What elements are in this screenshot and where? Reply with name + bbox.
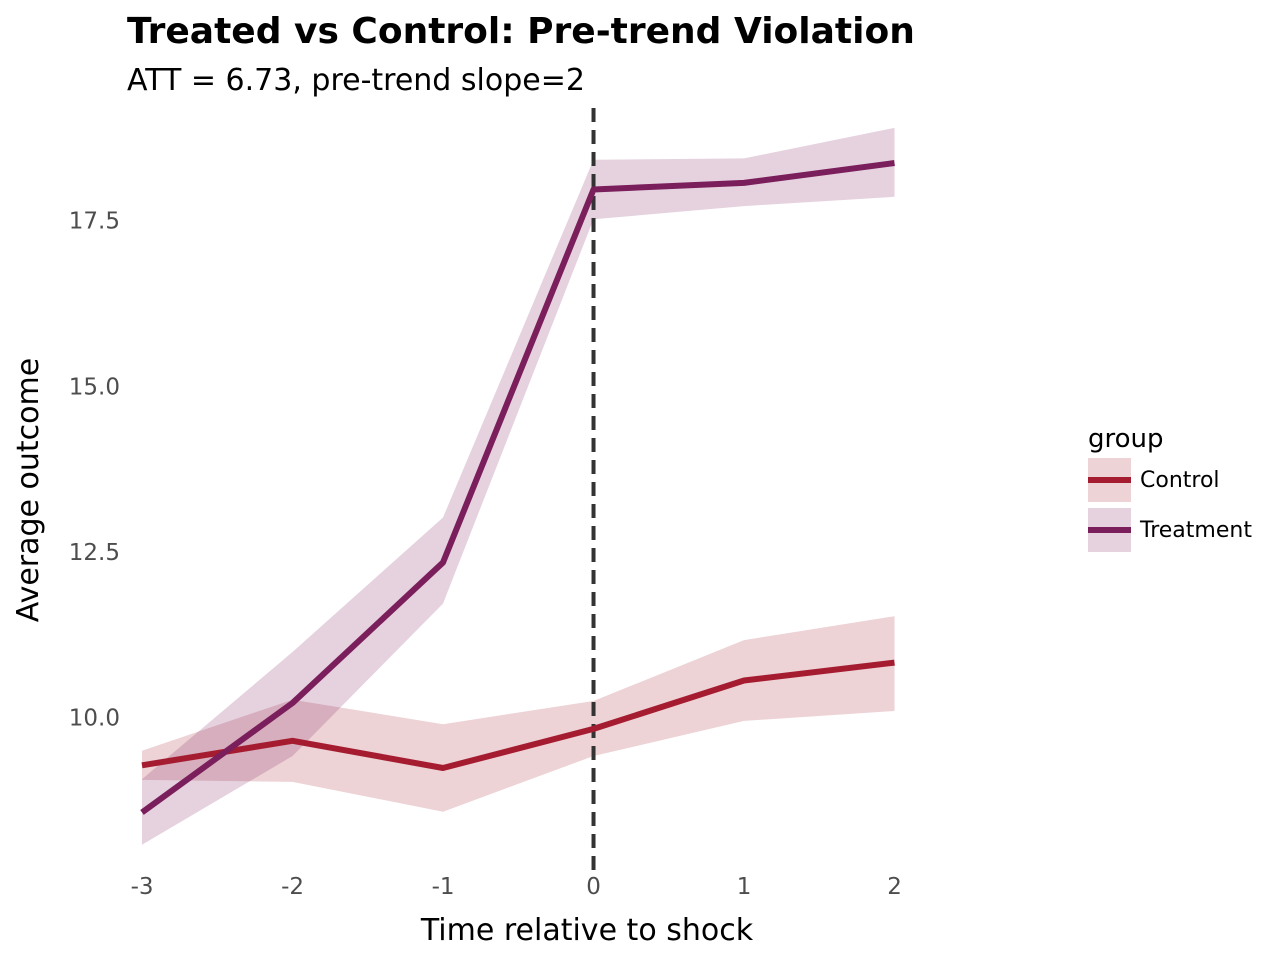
plot-area <box>140 108 895 870</box>
x-tick-label: 2 <box>887 874 902 900</box>
y-axis-title: Average outcome <box>11 358 46 622</box>
chart-title: Treated vs Control: Pre-trend Violation <box>127 11 915 52</box>
x-tick-label: 0 <box>586 874 601 900</box>
x-tick-label: -3 <box>131 874 154 900</box>
legend-title: group <box>1088 424 1164 454</box>
legend-label-control: Control <box>1140 468 1220 493</box>
y-axis: 10.0 12.5 15.0 17.5 <box>69 209 120 732</box>
legend-label-treatment: Treatment <box>1139 518 1252 543</box>
y-tick-label: 10.0 <box>69 706 120 732</box>
x-tick-label: 1 <box>737 874 752 900</box>
legend: group Control Treatment <box>1088 424 1252 552</box>
control-line <box>141 659 895 771</box>
y-tick-label: 12.5 <box>69 540 120 566</box>
x-tick-label: -2 <box>281 874 304 900</box>
chart-subtitle: ATT = 6.73, pre-trend slope=2 <box>127 63 585 98</box>
y-tick-label: 15.0 <box>69 374 120 400</box>
treatment-line <box>140 160 895 815</box>
x-axis: -3 -2 -1 0 1 2 <box>131 874 902 900</box>
x-tick-label: -1 <box>432 874 455 900</box>
y-tick-label: 17.5 <box>69 209 120 235</box>
x-axis-title: Time relative to shock <box>420 913 754 948</box>
control-ci-band <box>142 616 895 812</box>
